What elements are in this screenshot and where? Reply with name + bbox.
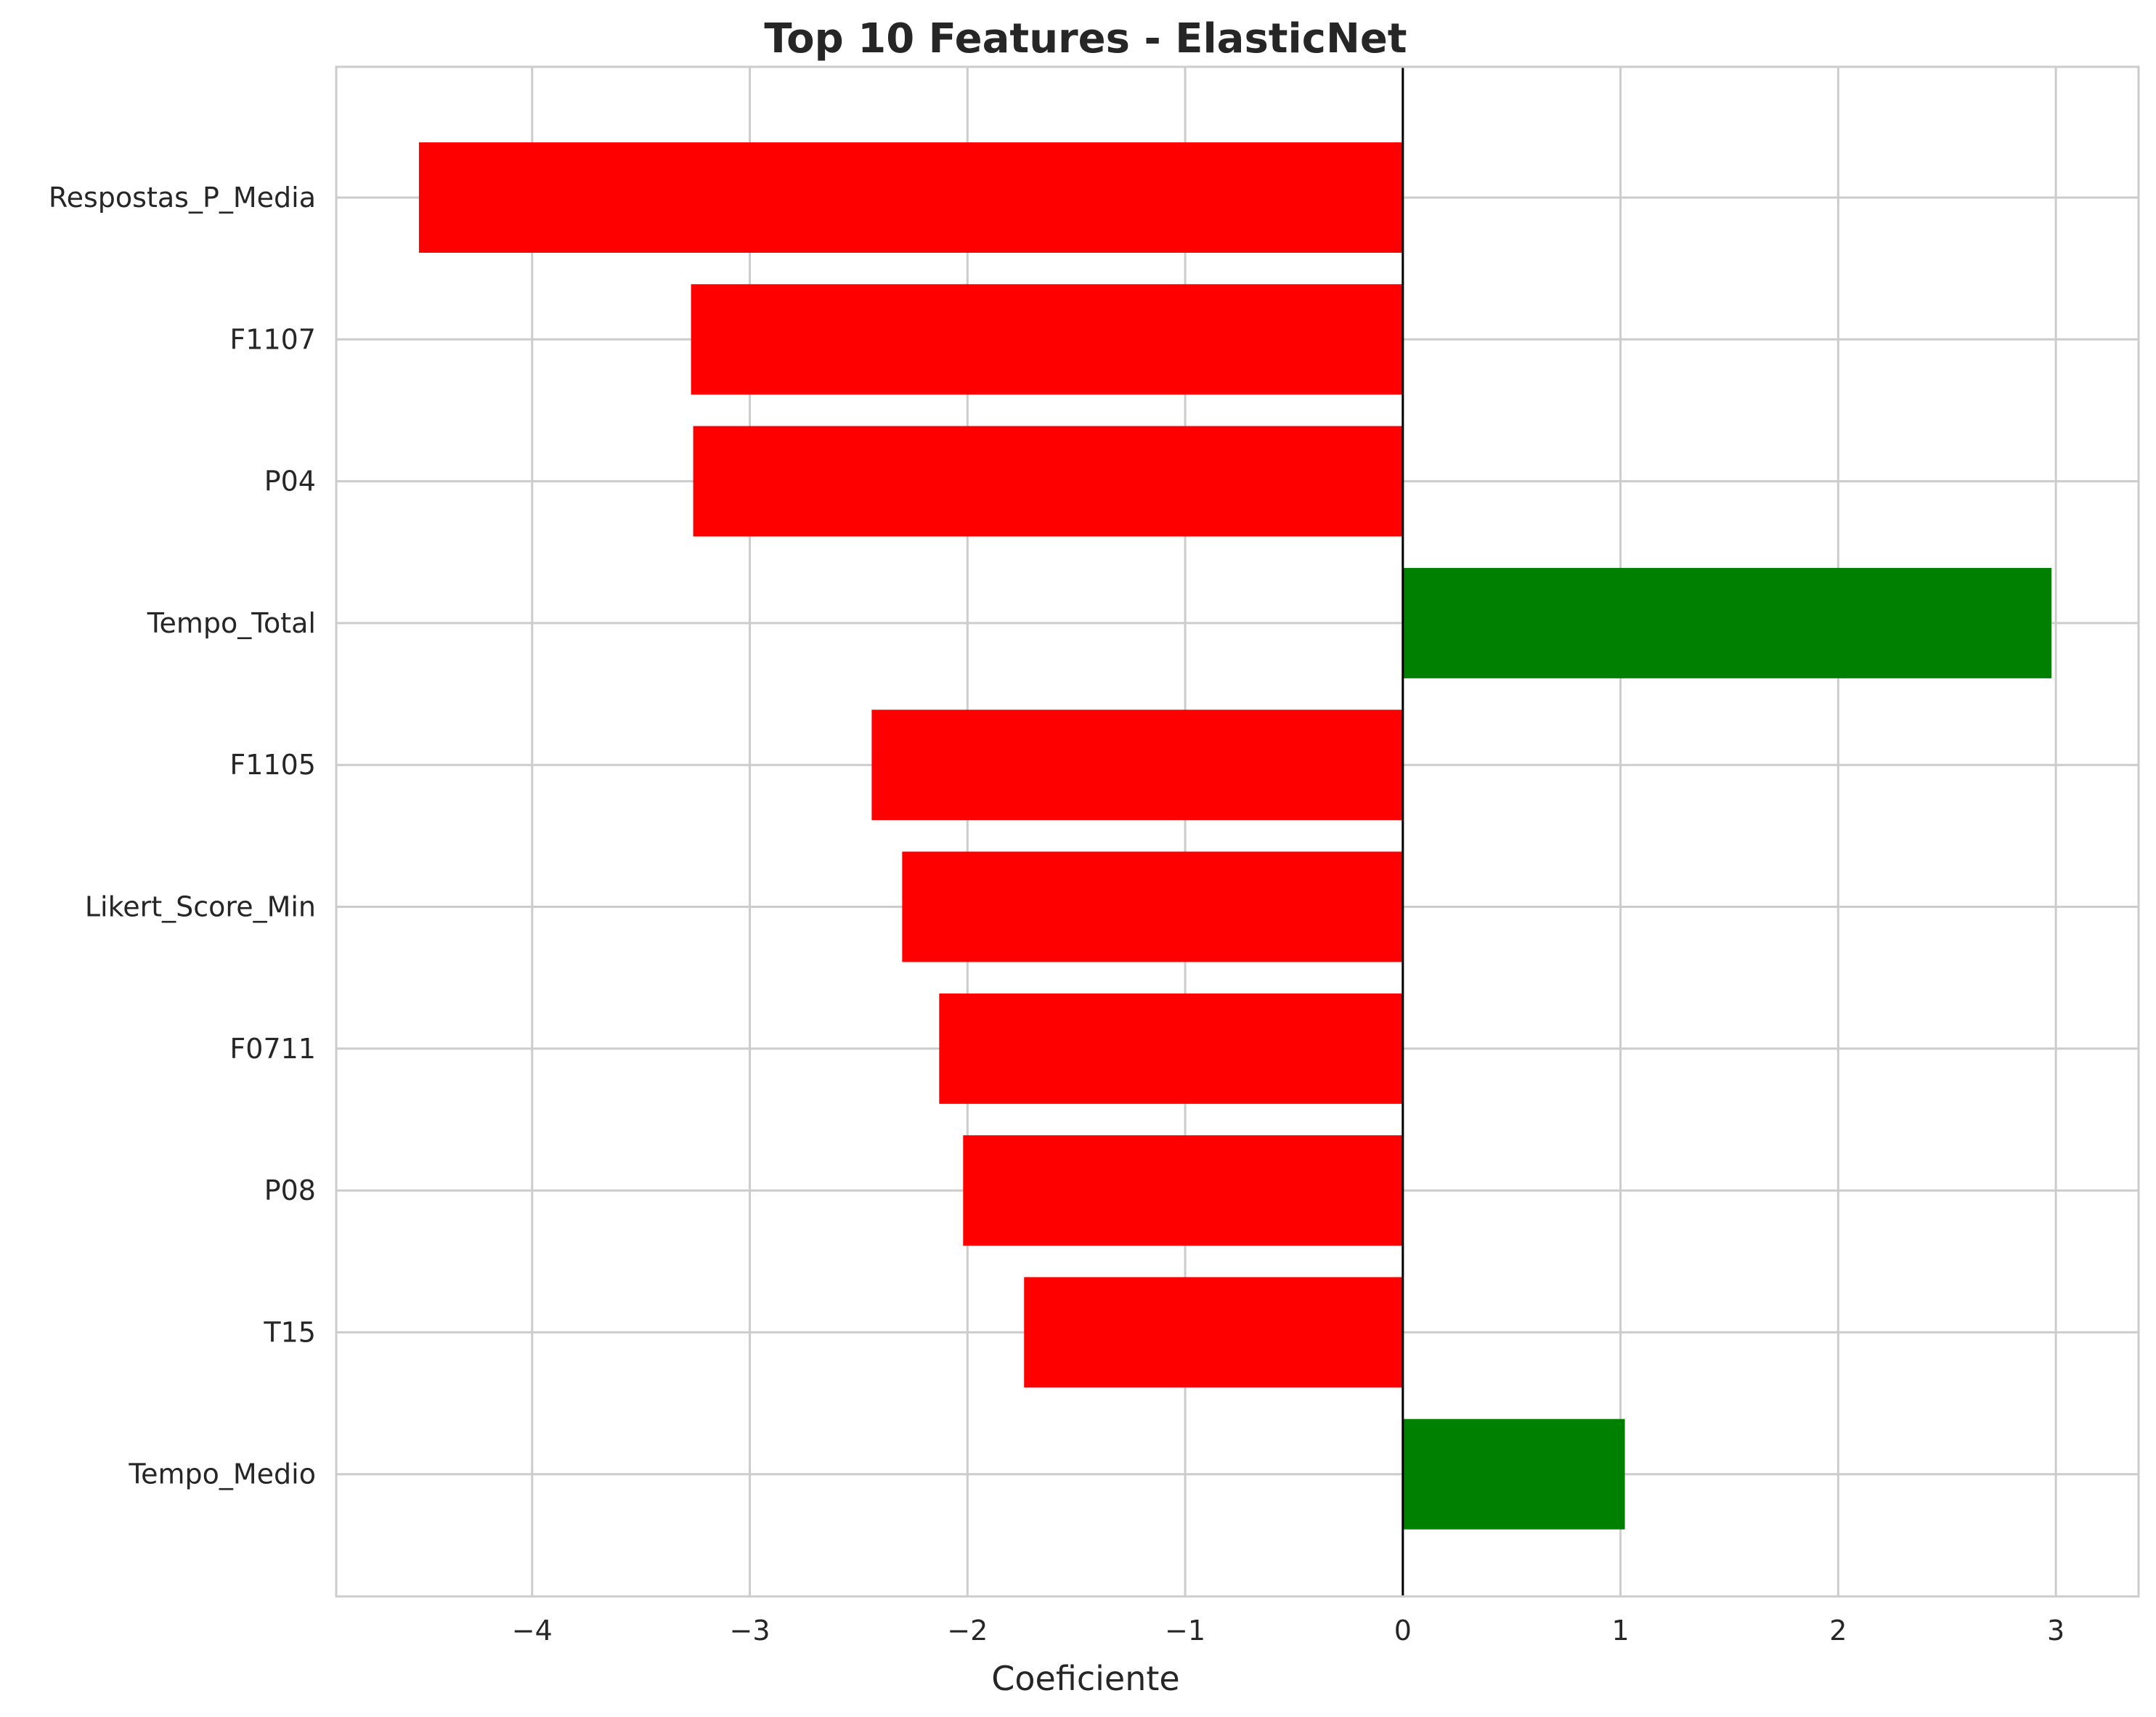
bar-p08 [963, 1135, 1403, 1246]
x-tick-label: −2 [947, 1615, 988, 1647]
y-tick-label: T15 [263, 1316, 316, 1348]
y-tick-label: F0711 [229, 1033, 316, 1065]
x-axis-title: Coeficiente [991, 1659, 1179, 1698]
y-tick-label: Respostas_P_Media [49, 182, 316, 214]
x-tick-label: −3 [730, 1615, 770, 1647]
x-tick-label: −1 [1165, 1615, 1205, 1647]
bar-tempo-total [1402, 567, 2052, 678]
x-tick-label: 1 [1611, 1615, 1629, 1647]
bar-respostas-p-media [418, 142, 1403, 253]
x-tick-labels: −4 −3 −2 −1 0 1 2 3 [512, 1615, 2065, 1647]
bar-likert-score-min [902, 851, 1403, 962]
bar-f0711 [939, 993, 1403, 1104]
x-tick-label: 0 [1394, 1615, 1412, 1647]
bars [418, 142, 2052, 1530]
y-tick-label: P08 [264, 1174, 316, 1206]
chart-title: Top 10 Features - ElasticNet [764, 15, 1407, 62]
y-tick-label: F1107 [229, 323, 316, 355]
y-tick-label: Likert_Score_Min [85, 891, 316, 923]
y-tick-labels: Respostas_P_Media F1107 P04 Tempo_Total F110… [49, 182, 316, 1490]
y-tick-label: Tempo_Total [147, 607, 316, 639]
bar-f1105 [871, 710, 1403, 821]
bar-f1107 [691, 284, 1403, 395]
y-tick-label: Tempo_Medio [128, 1458, 316, 1490]
y-tick-label: F1105 [229, 749, 316, 781]
bar-t15 [1024, 1277, 1403, 1388]
plot-border [335, 65, 2140, 1598]
bar-p04 [693, 426, 1403, 537]
plot-frame [335, 65, 2140, 1598]
x-tick-label: 2 [1829, 1615, 1847, 1647]
x-tick-label: −4 [512, 1615, 553, 1647]
x-tick-label: 3 [2047, 1615, 2065, 1647]
y-tick-label: P04 [264, 466, 316, 498]
bar-tempo-medio [1402, 1418, 1625, 1530]
